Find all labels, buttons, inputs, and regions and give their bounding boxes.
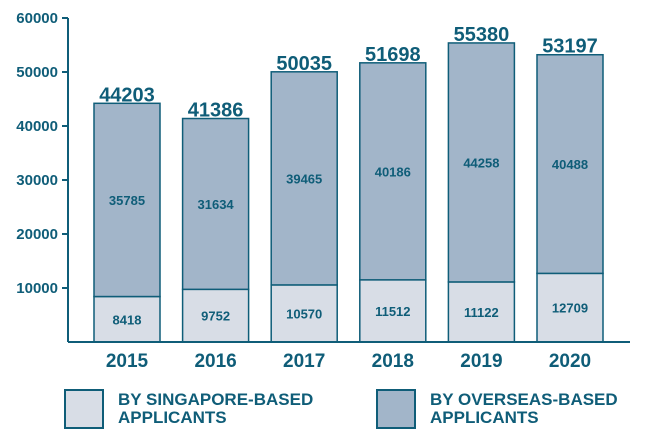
data-label-overseas: 44258 xyxy=(463,155,499,170)
data-label-overseas: 31634 xyxy=(198,197,235,212)
x-tick-label: 2019 xyxy=(460,351,502,372)
y-tick-label: 60000 xyxy=(16,10,58,27)
data-label-singapore: 12709 xyxy=(552,301,588,316)
y-tick-label: 30000 xyxy=(16,172,58,189)
bar-overseas-2016 xyxy=(181,117,250,291)
y-tick-label: 20000 xyxy=(16,226,58,243)
x-tick-label: 2020 xyxy=(549,351,591,372)
data-label-total: 44203 xyxy=(99,84,155,106)
bar-overseas-2017 xyxy=(270,71,338,286)
bar-singapore-2018 xyxy=(359,279,427,343)
data-label-singapore: 9752 xyxy=(201,309,230,324)
bar-singapore-2016 xyxy=(181,288,250,343)
data-label-singapore: 11122 xyxy=(464,305,499,320)
bar-overseas-2020 xyxy=(536,53,604,275)
data-label-total: 51698 xyxy=(365,44,421,66)
data-label-total: 53197 xyxy=(542,36,598,58)
data-label-total: 50035 xyxy=(276,53,332,75)
x-axis: 2015 2016 2017 2018 2019 2020 xyxy=(68,341,630,372)
stacked-bar-chart: 10000 20000 30000 40000 50000 60000 8418 35785… xyxy=(16,10,630,372)
data-label-overseas: 40186 xyxy=(375,164,411,179)
bar-overseas-2015 xyxy=(93,102,161,298)
legend-item-singapore: BY SINGAPORE-BASED APPLICANTS xyxy=(64,386,358,432)
data-label-singapore: 8418 xyxy=(113,312,142,327)
x-tick-label: 2018 xyxy=(372,351,414,372)
data-label-overseas: 40488 xyxy=(552,157,588,172)
bars: 8418 35785 44203 9752 31634 41386 10570 39465 50… xyxy=(93,24,604,343)
y-tick-label: 40000 xyxy=(16,118,58,135)
data-label-overseas: 35785 xyxy=(109,193,145,208)
bar-overseas-2019 xyxy=(447,42,516,283)
bar-overseas-2018 xyxy=(359,62,427,281)
bar-singapore-2017 xyxy=(270,284,338,343)
y-tick-label: 50000 xyxy=(16,64,58,81)
y-axis: 10000 20000 30000 40000 50000 60000 xyxy=(16,10,69,342)
legend-label-overseas: BY OVERSEAS-BASED APPLICANTS xyxy=(430,390,618,427)
legend-label-singapore: BY SINGAPORE-BASED APPLICANTS xyxy=(118,390,314,427)
data-label-singapore: 10570 xyxy=(286,306,322,321)
x-tick-label: 2016 xyxy=(194,351,236,372)
bar-singapore-2020 xyxy=(536,272,604,343)
data-label-singapore: 11512 xyxy=(375,304,410,319)
data-label-total: 55380 xyxy=(454,24,510,46)
x-tick-label: 2015 xyxy=(106,351,149,372)
x-tick-label: 2017 xyxy=(283,351,325,372)
legend-swatch-overseas xyxy=(376,389,416,429)
data-label-overseas: 39465 xyxy=(286,171,322,186)
data-label-total: 41386 xyxy=(188,100,244,122)
y-tick-label: 10000 xyxy=(16,280,58,297)
legend-item-overseas: BY OVERSEAS-BASED APPLICANTS xyxy=(376,386,656,432)
legend-swatch-singapore xyxy=(64,389,104,429)
